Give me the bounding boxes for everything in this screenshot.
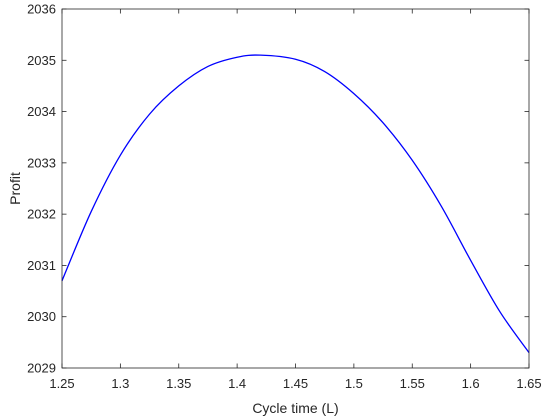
y-tick-label: 2036	[27, 2, 56, 17]
x-tick-label: 1.3	[111, 376, 129, 391]
y-tick-label: 2034	[27, 104, 56, 119]
x-axis-label: Cycle time (L)	[252, 400, 338, 416]
profit-series-line	[61, 54, 530, 353]
x-tick-label: 1.5	[345, 376, 363, 391]
x-tick-label: 1.55	[400, 376, 425, 391]
x-tick-label: 1.6	[462, 376, 480, 391]
x-tick-label: 1.4	[228, 376, 246, 391]
y-tick-label: 2030	[27, 309, 56, 324]
x-tick-label: 1.65	[516, 376, 541, 391]
y-tick-label: 2029	[27, 361, 56, 376]
y-tick-label: 2035	[27, 53, 56, 68]
plot-area	[62, 9, 529, 368]
x-tick-label: 1.45	[283, 376, 308, 391]
y-tick-label: 2031	[27, 258, 56, 273]
x-tick-label: 1.25	[49, 376, 74, 391]
x-axis-ticks: 1.25 1.3 1.35 1.4 1.45 1.5 1.55 1.6 1.65	[49, 9, 542, 391]
y-tick-label: 2032	[27, 207, 56, 222]
x-tick-label: 1.35	[166, 376, 191, 391]
y-axis-ticks: 2029 2030 2031 2032 2033 2034 2035 2036	[27, 2, 529, 376]
y-tick-label: 2033	[27, 155, 56, 170]
y-axis-label: Profit	[7, 172, 23, 205]
